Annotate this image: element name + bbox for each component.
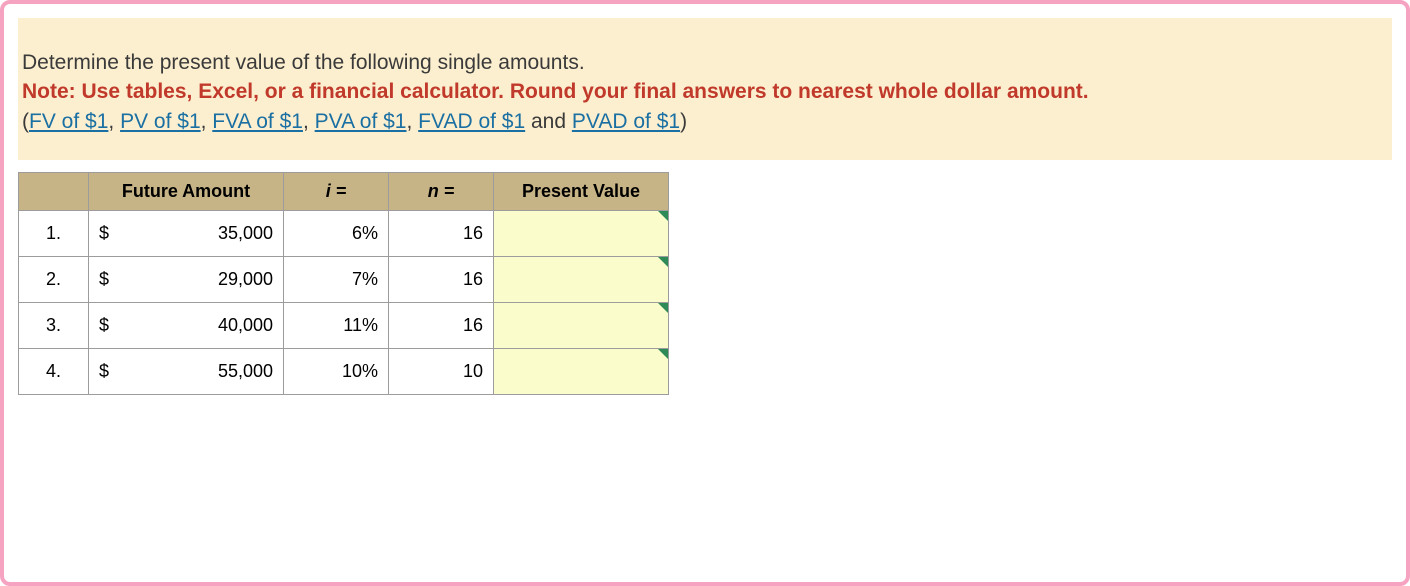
table-row: 1. $35,000 6% 16 bbox=[19, 211, 669, 257]
future-amount-cell: $35,000 bbox=[89, 211, 284, 257]
i-cell: 10% bbox=[284, 349, 389, 395]
present-value-input[interactable] bbox=[504, 217, 658, 250]
n-cell: 16 bbox=[389, 211, 494, 257]
table-row: 4. $55,000 10% 10 bbox=[19, 349, 669, 395]
instruction-line1: Determine the present value of the follo… bbox=[22, 48, 1388, 77]
future-amount-cell: $55,000 bbox=[89, 349, 284, 395]
row-num: 3. bbox=[19, 303, 89, 349]
sep4: , bbox=[407, 110, 419, 133]
present-value-input[interactable] bbox=[504, 309, 658, 342]
col-header-n: n = bbox=[389, 173, 494, 211]
currency-symbol: $ bbox=[99, 269, 109, 290]
currency-symbol: $ bbox=[99, 315, 109, 336]
n-cell: 16 bbox=[389, 303, 494, 349]
and-text: and bbox=[525, 110, 572, 133]
present-value-input[interactable] bbox=[504, 263, 658, 296]
i-cell: 7% bbox=[284, 257, 389, 303]
instruction-box: Determine the present value of the follo… bbox=[18, 18, 1392, 160]
future-amount-value: 40,000 bbox=[218, 315, 273, 335]
present-value-cell[interactable] bbox=[494, 211, 669, 257]
col-header-i: i = bbox=[284, 173, 389, 211]
link-pv[interactable]: PV of $1 bbox=[120, 110, 201, 133]
paren-open: ( bbox=[22, 110, 29, 133]
n-cell: 10 bbox=[389, 349, 494, 395]
row-num: 4. bbox=[19, 349, 89, 395]
input-indicator-icon bbox=[658, 349, 668, 359]
question-frame: Determine the present value of the follo… bbox=[0, 0, 1410, 586]
future-amount-value: 35,000 bbox=[218, 223, 273, 243]
paren-close: ) bbox=[680, 110, 687, 133]
currency-symbol: $ bbox=[99, 223, 109, 244]
link-fvad[interactable]: FVAD of $1 bbox=[418, 110, 525, 133]
instruction-note: Note: Use tables, Excel, or a financial … bbox=[22, 77, 1388, 106]
table-row: 3. $40,000 11% 16 bbox=[19, 303, 669, 349]
future-amount-cell: $40,000 bbox=[89, 303, 284, 349]
input-indicator-icon bbox=[658, 257, 668, 267]
n-cell: 16 bbox=[389, 257, 494, 303]
present-value-cell[interactable] bbox=[494, 303, 669, 349]
present-value-cell[interactable] bbox=[494, 349, 669, 395]
i-cell: 6% bbox=[284, 211, 389, 257]
pv-table: Future Amount i = n = Present Value 1. $… bbox=[18, 172, 669, 395]
present-value-input[interactable] bbox=[504, 355, 658, 388]
reference-links-line: (FV of $1, PV of $1, FVA of $1, PVA of $… bbox=[22, 107, 1388, 136]
input-indicator-icon bbox=[658, 211, 668, 221]
sep2: , bbox=[201, 110, 213, 133]
col-header-present-value: Present Value bbox=[494, 173, 669, 211]
future-amount-value: 29,000 bbox=[218, 269, 273, 289]
sep1: , bbox=[108, 110, 120, 133]
currency-symbol: $ bbox=[99, 361, 109, 382]
present-value-cell[interactable] bbox=[494, 257, 669, 303]
table-row: 2. $29,000 7% 16 bbox=[19, 257, 669, 303]
col-header-future-amount: Future Amount bbox=[89, 173, 284, 211]
link-fva[interactable]: FVA of $1 bbox=[212, 110, 303, 133]
link-fv[interactable]: FV of $1 bbox=[29, 110, 108, 133]
col-header-num bbox=[19, 173, 89, 211]
input-indicator-icon bbox=[658, 303, 668, 313]
i-cell: 11% bbox=[284, 303, 389, 349]
table-header-row: Future Amount i = n = Present Value bbox=[19, 173, 669, 211]
row-num: 1. bbox=[19, 211, 89, 257]
future-amount-value: 55,000 bbox=[218, 361, 273, 381]
link-pva[interactable]: PVA of $1 bbox=[315, 110, 407, 133]
link-pvad[interactable]: PVAD of $1 bbox=[572, 110, 680, 133]
sep3: , bbox=[303, 110, 315, 133]
future-amount-cell: $29,000 bbox=[89, 257, 284, 303]
row-num: 2. bbox=[19, 257, 89, 303]
